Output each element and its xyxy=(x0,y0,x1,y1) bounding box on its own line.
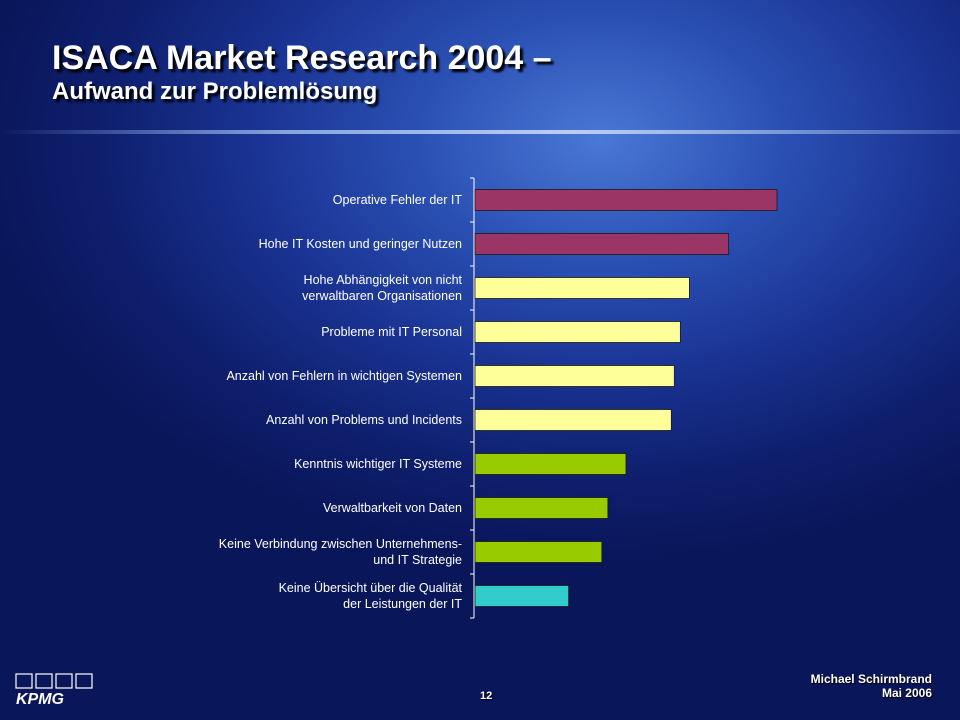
category-label-line: Anzahl von Fehlern in wichtigen Systemen xyxy=(226,369,462,383)
bar xyxy=(474,409,672,431)
category-label: Keine Verbindung zwischen Unternehmens-u… xyxy=(219,537,462,567)
slide-subtitle: Aufwand zur Problemlösung xyxy=(52,78,378,105)
presentation-date: Mai 2006 xyxy=(881,686,932,700)
page-number: 12 xyxy=(480,690,493,702)
category-label: Anzahl von Problems und Incidents xyxy=(266,413,462,427)
bar xyxy=(474,541,603,563)
category-label-line: Keine Übersicht über die Qualität xyxy=(279,581,463,595)
slide-title: ISACA Market Research 2004 – xyxy=(52,39,552,77)
category-label-line: Anzahl von Problems und Incidents xyxy=(266,413,462,427)
category-label: Anzahl von Fehlern in wichtigen Systemen xyxy=(226,369,462,383)
bar xyxy=(474,277,690,299)
category-label: Keine Übersicht über die Qualität der Lei… xyxy=(279,581,463,611)
category-label-line: und IT Strategie xyxy=(373,553,462,567)
bar xyxy=(474,189,778,211)
category-label: Hohe IT Kosten und geringer Nutzen xyxy=(259,237,462,251)
title-divider xyxy=(0,130,960,134)
category-label-line: der Leistungen der IT xyxy=(343,597,462,611)
category-label-line: Probleme mit IT Personal xyxy=(321,325,462,339)
category-label: Kenntnis wichtiger IT Systeme xyxy=(294,457,462,471)
logo-text: KPMG xyxy=(16,691,64,708)
footer-info: Michael Schirmbrand Mai 2006 xyxy=(811,672,932,700)
category-label-line: Hohe IT Kosten und geringer Nutzen xyxy=(259,237,462,251)
bar xyxy=(474,365,675,387)
bar xyxy=(474,497,609,519)
category-label: Verwaltbarkeit von Daten xyxy=(323,501,462,515)
kpmg-logo: KPMG xyxy=(15,673,93,708)
bar xyxy=(474,585,570,607)
category-label-line: verwaltbaren Organisationen xyxy=(302,289,462,303)
category-label-line: Hohe Abhängigkeit von nicht xyxy=(304,273,463,287)
category-label: Operative Fehler der IT xyxy=(333,193,463,207)
category-label-line: Kenntnis wichtiger IT Systeme xyxy=(294,457,462,471)
author-name: Michael Schirmbrand xyxy=(810,672,932,686)
category-label-line: Verwaltbarkeit von Daten xyxy=(323,501,462,515)
bar xyxy=(474,321,681,343)
bar xyxy=(474,233,730,255)
bar xyxy=(474,453,627,475)
title-block: ISACA Market Research 2004 – Aufwand zur… xyxy=(52,38,552,106)
category-label-line: Operative Fehler der IT xyxy=(333,193,463,207)
category-label: Hohe Abhängigkeit von nicht verwaltbaren … xyxy=(302,273,462,303)
category-label: Probleme mit IT Personal xyxy=(321,325,462,339)
category-label-line: Keine Verbindung zwischen Unternehmens- xyxy=(219,537,462,551)
